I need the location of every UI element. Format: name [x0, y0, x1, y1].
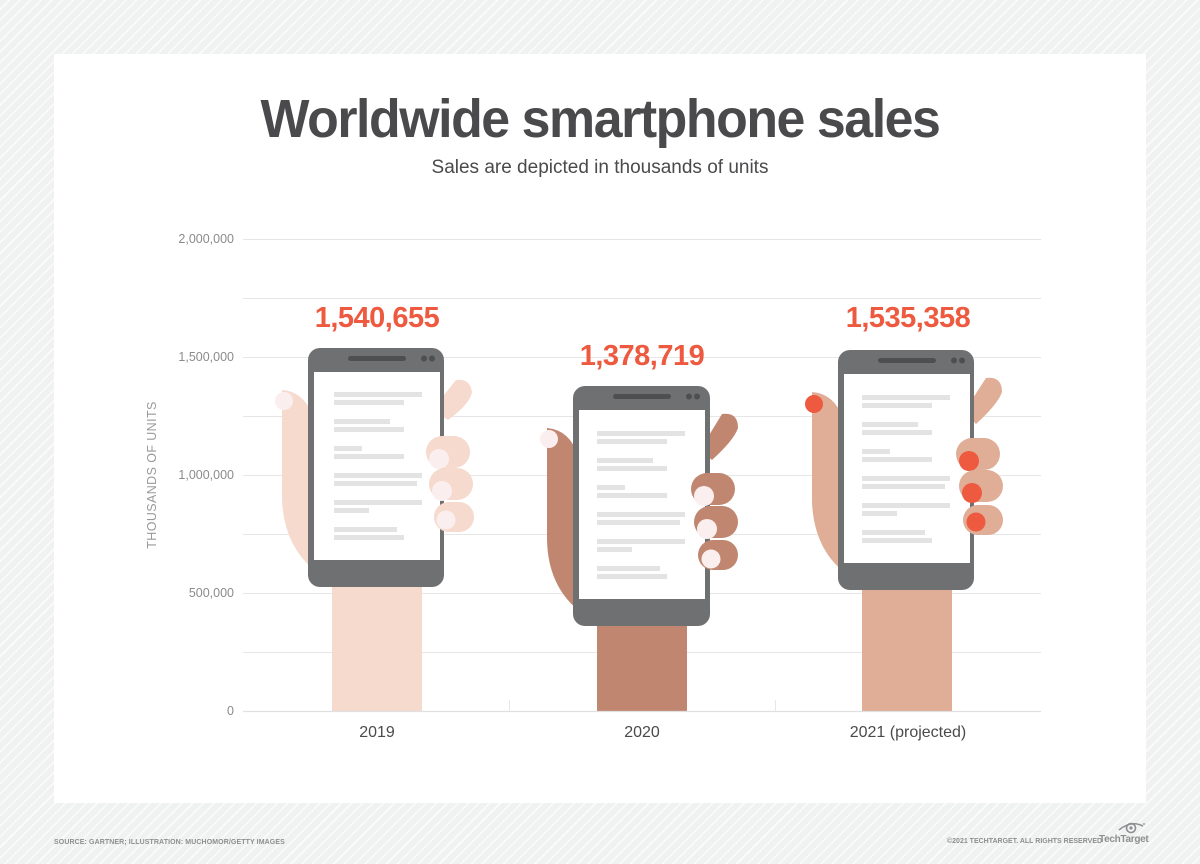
eye-icon: [1118, 822, 1145, 834]
value-label-2020: 1,378,719: [579, 340, 705, 372]
bar-2020: [540, 386, 738, 711]
chart-title: Worldwide smartphone sales: [260, 89, 941, 149]
bar-2021-projected: [805, 350, 1003, 711]
techtarget-logo: TechTarget: [1099, 820, 1149, 850]
y-tick-label: 500,000: [188, 586, 234, 600]
chart-subtitle: Sales are depicted in thousands of units: [431, 157, 769, 178]
y-tick-label: 2,000,000: [178, 232, 234, 246]
source-credit: SOURCE: GARTNER; ILLUSTRATION: MUCHOMOR/…: [54, 839, 285, 846]
logo-text: TechTarget: [1099, 834, 1149, 845]
x-label-2020: 2020: [624, 724, 660, 741]
x-label-2021: 2021 (projected): [849, 724, 967, 741]
bar-2019: [275, 348, 474, 711]
value-label-2019: 1,540,655: [314, 302, 440, 334]
copyright-notice: ©2021 TECHTARGET. ALL RIGHTS RESERVED: [947, 838, 1103, 845]
y-tick-label: 1,000,000: [178, 468, 234, 482]
y-tick-label: 0: [227, 704, 234, 718]
value-label-2021: 1,535,358: [845, 302, 971, 334]
y-tick-label: 1,500,000: [178, 350, 234, 364]
x-label-2019: 2019: [359, 724, 395, 741]
